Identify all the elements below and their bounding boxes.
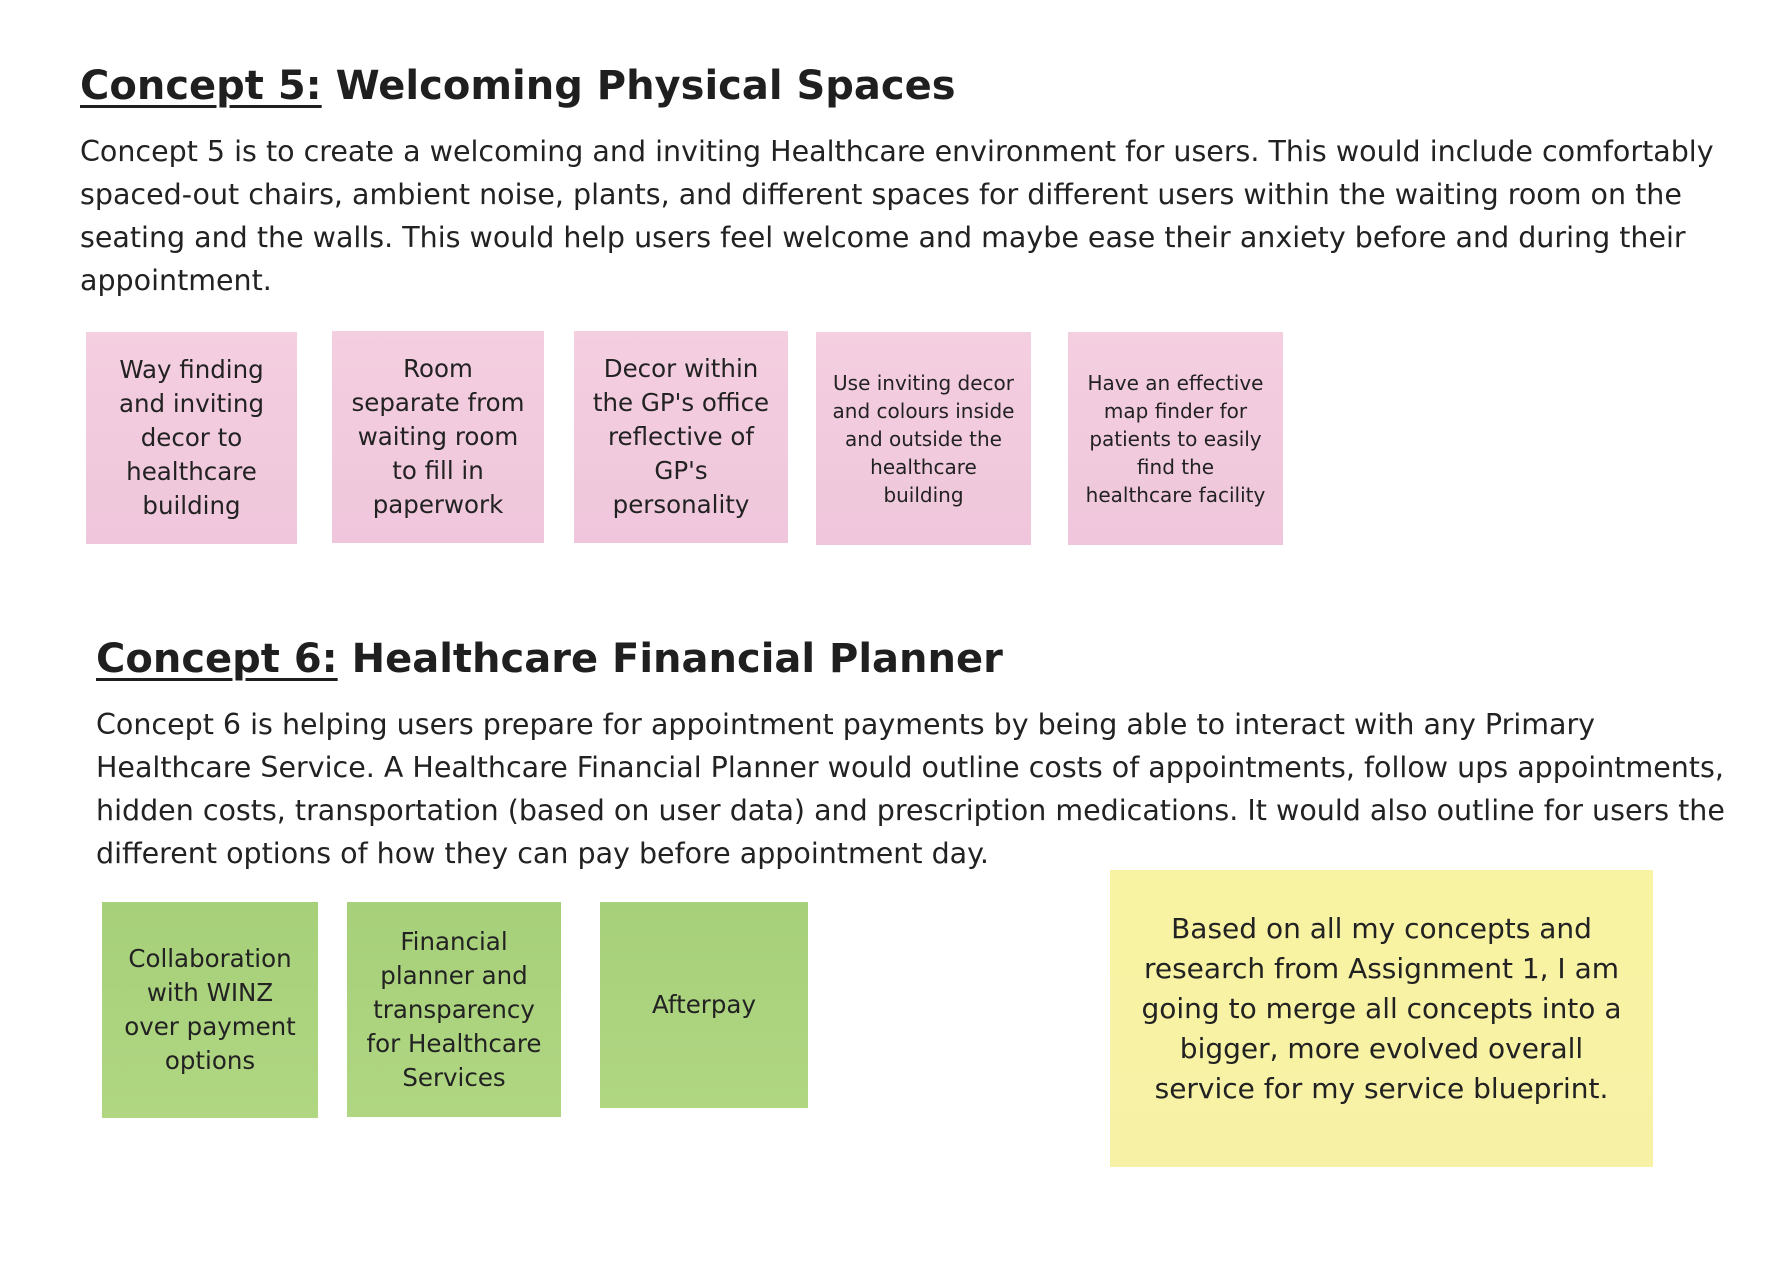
sticky-note-gp-decor[interactable]: Decor within the GP's office reflective … — [574, 331, 788, 543]
concept-6-label: Concept 6: — [96, 636, 338, 682]
sticky-note-text: Room separate from waiting room to fill … — [351, 354, 525, 519]
sticky-note-summary[interactable]: Based on all my concepts and research fr… — [1110, 870, 1653, 1167]
concept-6-title: Healthcare Financial Planner — [351, 636, 1003, 682]
sticky-note-text: Decor within the GP's office reflective … — [592, 354, 770, 519]
concept-6-heading: Concept 6: Healthcare Financial Planner — [96, 635, 1003, 683]
sticky-note-text: Based on all my concepts and research fr… — [1141, 911, 1622, 1105]
sticky-note-wayfinding[interactable]: Way finding and inviting decor to health… — [86, 332, 297, 544]
sticky-note-paperwork-room[interactable]: Room separate from waiting room to fill … — [332, 331, 544, 543]
sticky-note-text: Have an effective map finder for patient… — [1085, 370, 1266, 507]
sticky-note-financial-planner[interactable]: Financial planner and transparency for H… — [347, 902, 561, 1117]
sticky-note-text: Way finding and inviting decor to health… — [118, 355, 264, 520]
sticky-note-text: Use inviting decor and colours inside an… — [832, 370, 1015, 507]
concept-5-label: Concept 5: — [80, 63, 322, 109]
sticky-note-afterpay[interactable]: Afterpay — [600, 902, 808, 1108]
concept-6-description: Concept 6 is helping users prepare for a… — [96, 708, 1725, 870]
sticky-note-map-finder[interactable]: Have an effective map finder for patient… — [1068, 332, 1283, 545]
sticky-note-text: Afterpay — [652, 990, 756, 1019]
sticky-note-winz-collaboration[interactable]: Collaboration with WINZ over payment opt… — [102, 902, 318, 1118]
sticky-note-inviting-colours[interactable]: Use inviting decor and colours inside an… — [816, 332, 1031, 545]
sticky-note-text: Collaboration with WINZ over payment opt… — [124, 944, 296, 1075]
concept-5-title: Welcoming Physical Spaces — [335, 63, 956, 109]
concept-5-description: Concept 5 is to create a welcoming and i… — [80, 135, 1714, 297]
sticky-note-text: Financial planner and transparency for H… — [366, 926, 542, 1092]
concept-5-heading: Concept 5: Welcoming Physical Spaces — [80, 62, 956, 110]
